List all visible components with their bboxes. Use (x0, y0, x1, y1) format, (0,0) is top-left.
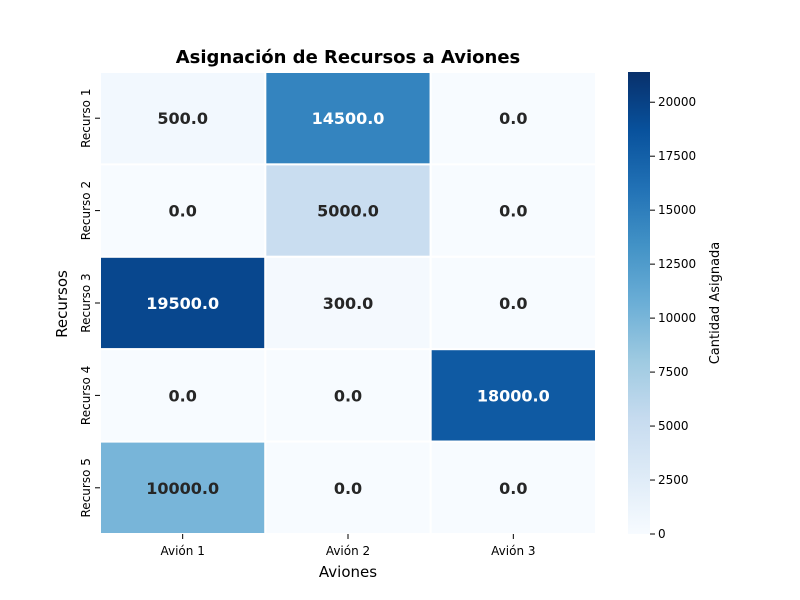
heatmap-cell (264, 255, 432, 351)
colorbar-ticks: 0 2500 5000 7500 10000 12500 15000 17500 20000 (650, 95, 696, 541)
heatmap-cell (99, 348, 267, 443)
heatmap-cell (99, 71, 267, 166)
heatmap-cell (429, 348, 597, 443)
y-tick-label: Recurso 3 (79, 273, 93, 332)
colorbar-tick-label: 15000 (658, 203, 696, 217)
x-tick-label: Avión 2 (326, 544, 370, 558)
x-axis-ticks: Avión 1 Avión 2 Avión 3 (160, 534, 536, 558)
colorbar-tick-label: 2500 (658, 473, 689, 487)
heatmap-cells: 500.0 14500.0 0.0 0.0 5000.0 0.0 19500.0 300.0 0… (99, 71, 597, 536)
colorbar-label: Cantidad Asignada (708, 242, 723, 365)
x-tick-label: Avión 1 (160, 544, 204, 558)
cell-value-label: 0.0 (334, 479, 362, 498)
cell-value-label: 5000.0 (317, 202, 379, 221)
cell-value-label: 18000.0 (477, 386, 550, 405)
cell-value-label: 0.0 (499, 202, 527, 221)
colorbar-tick-label: 7500 (658, 365, 689, 379)
cell-value-label: 0.0 (499, 479, 527, 498)
y-axis-label: Recursos (53, 270, 71, 338)
y-tick-label: Recurso 5 (79, 458, 93, 517)
y-tick-label: Recurso 1 (79, 89, 93, 148)
x-axis-label: Aviones (319, 563, 377, 581)
y-tick-label: Recurso 2 (79, 181, 93, 240)
cell-value-label: 0.0 (334, 386, 362, 405)
heatmap-cell (429, 163, 597, 258)
cell-value-label: 10000.0 (146, 479, 219, 498)
cell-value-label: 14500.0 (312, 109, 385, 128)
cell-value-label: 0.0 (168, 202, 196, 221)
heatmap-cell (429, 71, 597, 166)
colorbar-tick-label: 5000 (658, 419, 689, 433)
cell-value-label: 500.0 (157, 109, 208, 128)
cell-value-label: 0.0 (499, 109, 527, 128)
colorbar-tick-label: 12500 (658, 257, 696, 271)
y-tick-label: Recurso 4 (79, 366, 93, 425)
y-axis-ticks: Recurso 1 Recurso 2 Recurso 3 Recurso 4 Recu… (79, 89, 100, 517)
colorbar (628, 72, 650, 534)
x-tick-label: Avión 3 (491, 544, 535, 558)
cell-value-label: 0.0 (168, 386, 196, 405)
heatmap-cell (264, 71, 432, 166)
cell-value-label: 0.0 (499, 294, 527, 313)
chart-title: Asignación de Recursos a Aviones (176, 47, 521, 68)
colorbar-tick-label: 10000 (658, 311, 696, 325)
cell-value-label: 300.0 (323, 294, 374, 313)
colorbar-tick-label: 0 (658, 527, 666, 541)
heatmap-cell (264, 440, 432, 536)
colorbar-tick-label: 20000 (658, 95, 696, 109)
colorbar-tick-label: 17500 (658, 149, 696, 163)
cell-value-label: 19500.0 (146, 294, 219, 313)
